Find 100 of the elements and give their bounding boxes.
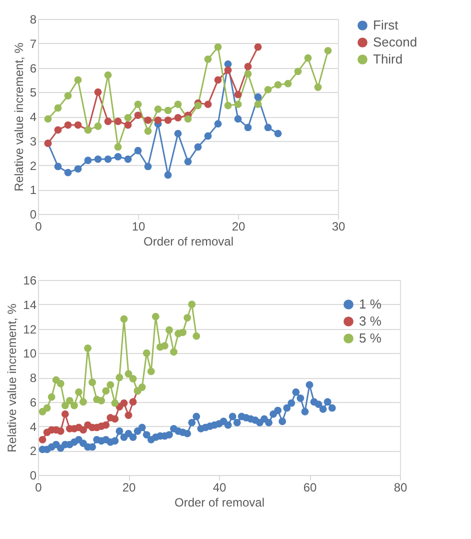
point — [234, 90, 242, 98]
point — [244, 70, 252, 78]
point — [64, 168, 72, 176]
point — [114, 118, 122, 126]
point — [144, 127, 152, 135]
point — [164, 106, 172, 114]
point — [64, 121, 72, 129]
y-tick-label: 10 — [23, 346, 37, 361]
point — [184, 158, 192, 166]
point — [54, 162, 62, 170]
legend-label: First — [373, 18, 399, 32]
point — [94, 122, 102, 130]
point — [61, 410, 69, 418]
x-tick-label: 20 — [232, 220, 246, 234]
point — [184, 314, 192, 322]
y-tick-label: 0 — [30, 468, 37, 482]
y-tick-label: 3 — [30, 134, 37, 148]
point — [56, 427, 64, 435]
point — [224, 102, 232, 110]
point — [116, 374, 124, 382]
y-tick-label: 14 — [23, 298, 37, 312]
point — [224, 66, 232, 74]
point — [254, 100, 262, 108]
point — [154, 116, 162, 124]
point — [80, 398, 87, 406]
point — [61, 402, 69, 410]
legend-label: Third — [373, 52, 403, 66]
point — [134, 100, 142, 108]
point — [170, 348, 178, 356]
point — [179, 328, 187, 336]
y-tick-label: 16 — [23, 274, 37, 288]
point — [144, 162, 152, 170]
point — [184, 115, 192, 123]
point — [214, 76, 222, 84]
point — [274, 130, 282, 138]
point — [88, 378, 96, 386]
point — [274, 81, 282, 89]
point — [214, 43, 222, 51]
point — [124, 412, 132, 419]
y-tick-label: 0 — [30, 208, 37, 222]
y-tick-label: 8 — [30, 371, 37, 385]
x-axis-title: Order of removal — [174, 496, 265, 510]
point — [174, 114, 182, 122]
point — [284, 80, 292, 88]
point — [54, 126, 62, 134]
point — [174, 100, 182, 108]
point — [44, 115, 52, 123]
y-tick-label: 4 — [30, 110, 37, 124]
point — [134, 112, 142, 119]
point — [204, 56, 212, 63]
point — [124, 370, 132, 378]
point — [204, 132, 212, 140]
point — [154, 105, 162, 113]
y-tick-label: 7 — [30, 36, 37, 51]
point — [244, 62, 252, 70]
point — [38, 436, 46, 444]
point — [194, 143, 202, 151]
legend-label: 1 % — [359, 296, 382, 312]
point — [74, 165, 82, 173]
y-tick-label: 2 — [30, 444, 37, 458]
y-axis-title: Relative value increment, % — [5, 303, 20, 452]
legend-label: 5 % — [359, 330, 382, 346]
point — [234, 100, 242, 108]
point — [152, 312, 160, 320]
point — [114, 153, 122, 160]
point — [166, 326, 173, 334]
point — [254, 43, 262, 51]
point — [94, 88, 102, 96]
point — [66, 396, 74, 404]
y-tick-label: 1 — [30, 183, 37, 198]
point — [160, 342, 168, 350]
point — [129, 375, 137, 382]
point — [294, 68, 302, 76]
point — [54, 104, 62, 112]
point — [174, 130, 182, 138]
point — [214, 120, 222, 128]
x-tick-label: 10 — [132, 220, 146, 234]
point — [98, 396, 106, 404]
point — [56, 380, 64, 388]
point — [234, 115, 242, 123]
point — [138, 384, 146, 391]
point — [106, 381, 114, 389]
x-tick-label: 60 — [303, 480, 317, 494]
point — [84, 344, 92, 352]
y-tick-label: 5 — [30, 86, 37, 100]
point — [124, 114, 132, 122]
point — [194, 102, 202, 110]
point — [324, 46, 332, 54]
point — [70, 402, 78, 410]
point — [104, 155, 112, 163]
x-tick-label: 20 — [122, 480, 136, 494]
point — [244, 124, 252, 132]
point — [264, 124, 272, 132]
point — [134, 146, 142, 154]
x-tick-label: 40 — [212, 480, 226, 494]
point — [144, 116, 152, 124]
point — [75, 388, 82, 396]
legend-label: 3 % — [359, 314, 382, 328]
y-tick-label: 6 — [30, 395, 37, 410]
x-tick-label: 80 — [394, 480, 408, 494]
